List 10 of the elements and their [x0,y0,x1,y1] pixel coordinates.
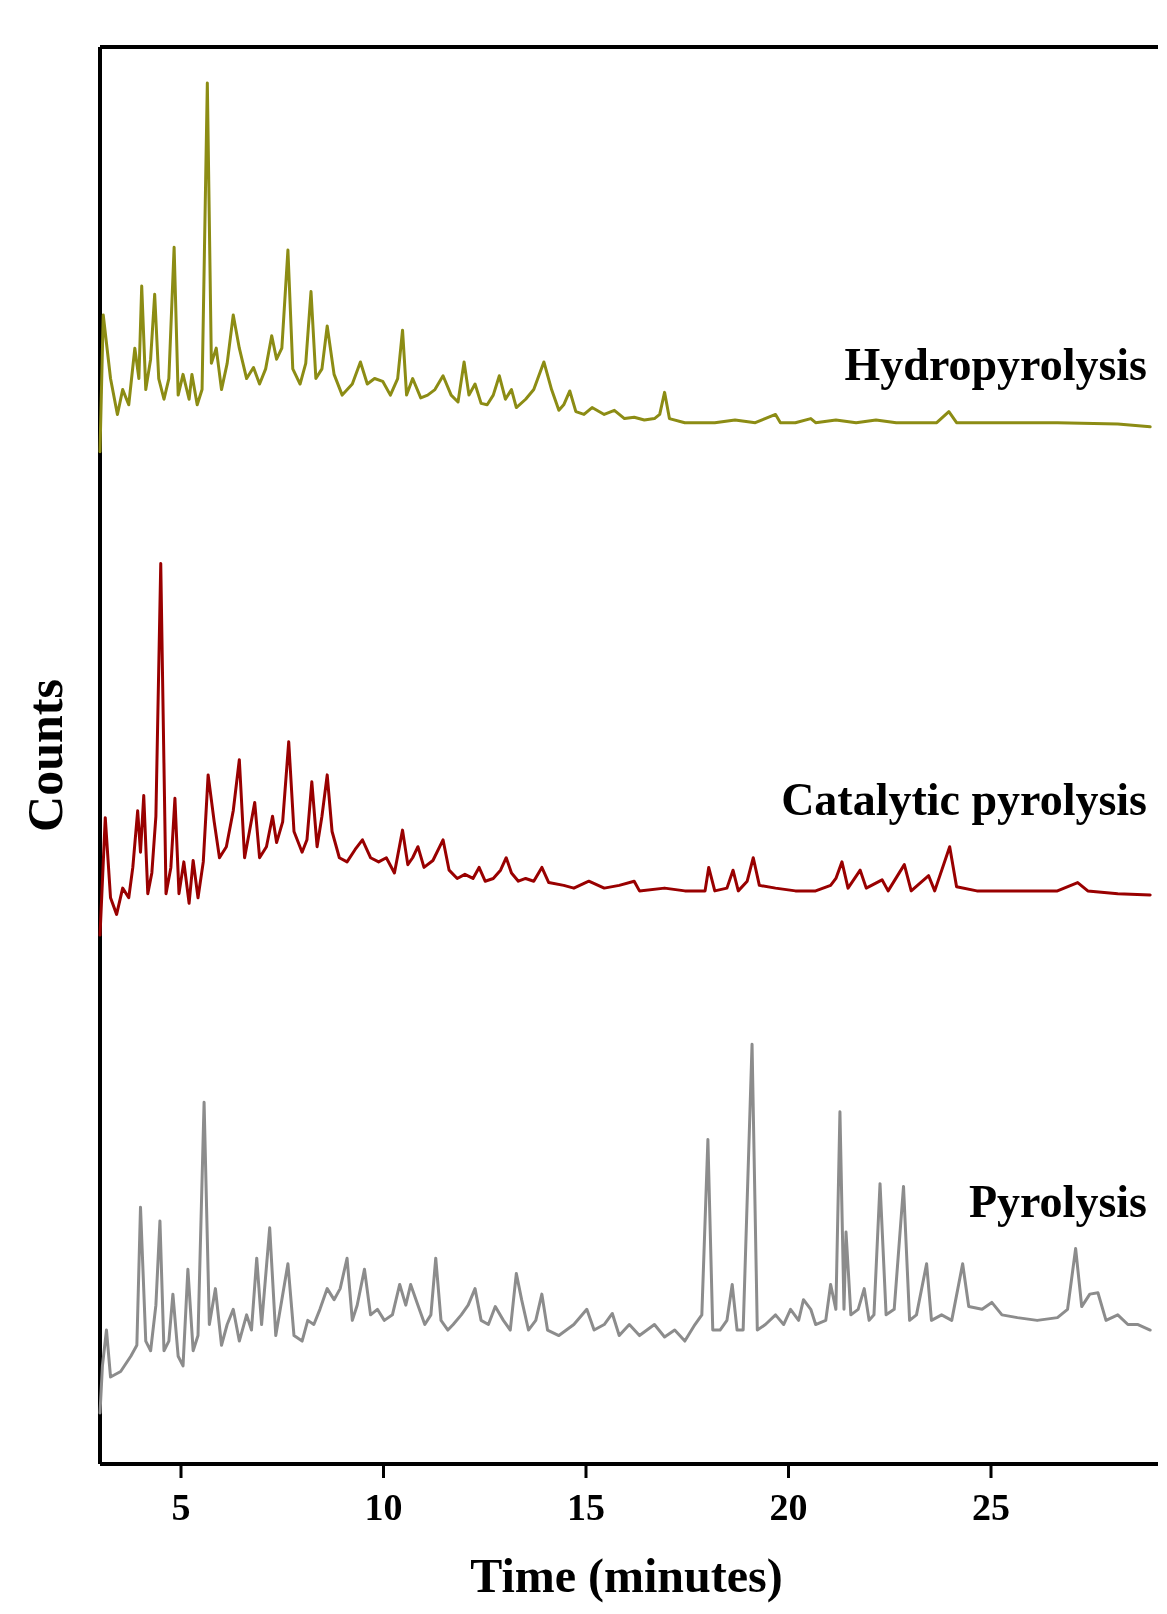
series-label: Pyrolysis [968,1175,1147,1227]
y-axis-title: Counts [17,679,73,832]
x-tick-label: 20 [769,1486,808,1528]
x-tick-label: 5 [171,1486,191,1528]
x-tick-label: 15 [567,1486,605,1528]
series-label: Hydropyrolysis [844,338,1147,390]
series-label: Catalytic pyrolysis [781,773,1147,825]
x-tick-label: 10 [364,1486,403,1528]
x-tick-label: 25 [972,1486,1010,1528]
x-axis-title: Time (minutes) [470,1549,783,1603]
